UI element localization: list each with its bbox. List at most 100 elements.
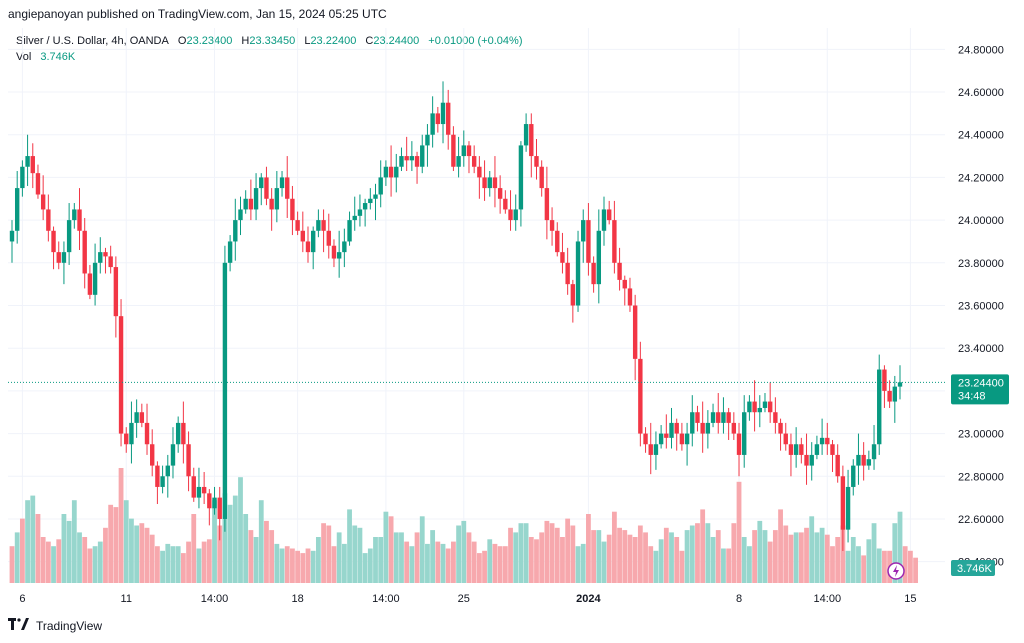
close-value: 23.24400 (373, 35, 420, 47)
volume-bar (866, 539, 872, 583)
candle-body (627, 288, 633, 306)
volume-bar (622, 530, 628, 583)
candle-body (383, 166, 389, 178)
volume-bar (830, 546, 835, 583)
candle-body (643, 433, 648, 445)
volume-bar (35, 514, 41, 583)
volume-bar (793, 532, 799, 583)
candle-body (892, 386, 898, 402)
candle-body (56, 252, 61, 263)
volume-bar (679, 550, 685, 583)
volume-bar (871, 523, 877, 583)
candle-body (243, 198, 248, 210)
candle-body (482, 177, 487, 189)
volume-bar (123, 500, 129, 583)
candle-body (814, 444, 820, 455)
volume-bar (212, 500, 217, 583)
price-chart[interactable]: 24.80000 24.60000 24.40000 24.20000 24.00000… (0, 28, 1024, 613)
volume-bar (341, 543, 347, 583)
volume-bar (279, 548, 285, 583)
last-price-badge (951, 374, 1009, 405)
candle-body (861, 454, 866, 466)
volume-bar (300, 553, 306, 583)
volume-bar (674, 537, 680, 583)
symbol-name[interactable]: Silver / U.S. Dollar, 4h, OANDA (16, 35, 169, 47)
volume-bar (269, 530, 275, 583)
volume-bar (643, 532, 648, 583)
volume-bar (902, 546, 908, 583)
volume-bar (606, 534, 612, 583)
candle-body (368, 198, 373, 204)
volume-bar (741, 537, 747, 583)
volume-bar (788, 534, 794, 583)
candle-body (279, 177, 285, 189)
volume-bar (419, 516, 425, 583)
candle-body (804, 454, 809, 466)
candle-body (227, 241, 233, 263)
candle-body (388, 166, 394, 178)
volume-bar (180, 553, 186, 583)
candle-body (866, 459, 872, 466)
volume-bar (310, 550, 316, 583)
x-tick-label: 14:00 (372, 593, 400, 605)
candle-body (305, 241, 311, 253)
candle-body (394, 166, 399, 178)
candle-body (747, 401, 752, 413)
candle-body (591, 262, 596, 285)
volume-bar (425, 543, 430, 583)
candle-body (466, 145, 472, 157)
volume-badge (951, 560, 995, 576)
candle-body (518, 145, 524, 210)
x-tick-label: 11 (121, 593, 132, 605)
x-tick-label: 14:00 (814, 593, 842, 605)
volume-bar (357, 527, 363, 583)
candle-body (295, 220, 300, 231)
candle-body (82, 230, 87, 274)
y-tick-label: 23.60000 (958, 301, 1004, 313)
y-tick-label: 24.60000 (958, 87, 1004, 99)
volume-bar (315, 537, 321, 583)
candle-body (606, 209, 612, 221)
candle-body (534, 156, 539, 167)
candle-body (565, 262, 570, 285)
candle-body (233, 220, 238, 242)
candle-body (669, 422, 674, 438)
volume-bar (222, 493, 228, 583)
volume-bar (373, 537, 378, 583)
candle-body (523, 124, 529, 146)
volume-bar (414, 532, 420, 583)
volume-bar (144, 527, 150, 583)
volume-bar (715, 530, 721, 583)
volume-bar (663, 527, 669, 583)
volume-bar (160, 550, 165, 583)
volume-bar (809, 516, 815, 583)
volume-bar (752, 530, 757, 583)
y-tick-label: 23.00000 (958, 429, 1004, 441)
candle-body (316, 220, 321, 231)
candle-body (207, 493, 212, 509)
volume-value: 3.746K (40, 51, 76, 63)
volume-bar (186, 541, 191, 583)
candle-body (77, 209, 82, 231)
volume-bar (129, 518, 134, 583)
candle-body (440, 102, 446, 125)
candle-body (155, 465, 160, 487)
candle-body (882, 369, 887, 391)
candle-body (497, 188, 503, 199)
candle-body (726, 412, 731, 423)
candle-body (342, 241, 347, 253)
high-label: H (241, 35, 250, 47)
volume-bar (51, 546, 56, 583)
candle-body (92, 262, 98, 295)
candle-body (742, 412, 747, 455)
candle-body (653, 444, 659, 455)
y-tick-label: 22.60000 (958, 514, 1004, 526)
volume-bar (206, 539, 212, 583)
volume-bar (882, 550, 887, 583)
volume-bar (596, 530, 602, 583)
candle-body (825, 437, 830, 445)
candle-body (66, 220, 72, 253)
candle-body (378, 177, 383, 195)
candle-body (477, 166, 482, 178)
volume-bar (217, 525, 223, 583)
